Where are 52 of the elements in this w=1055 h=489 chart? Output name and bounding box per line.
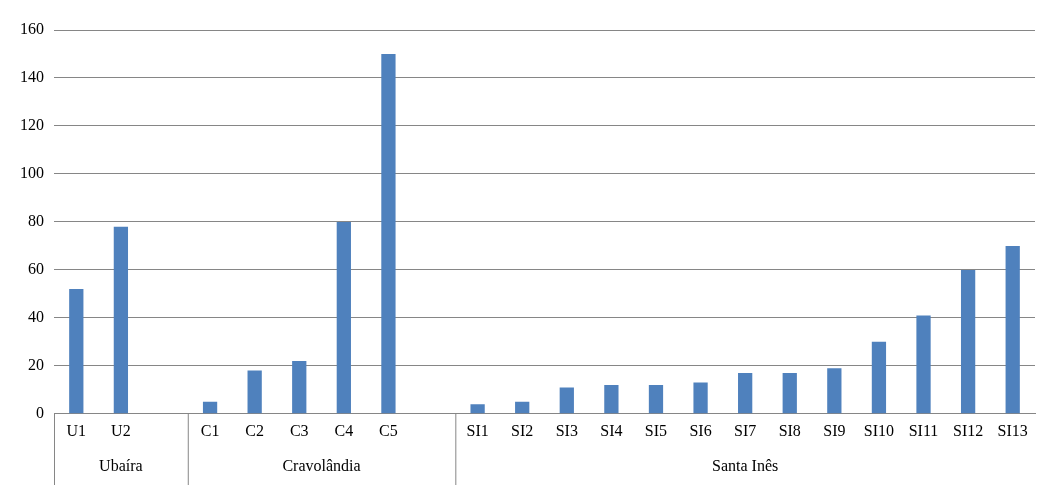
x-tick-label: C4 [334,421,354,439]
bar [827,368,842,414]
bar [292,361,307,414]
bar [916,315,931,414]
x-tick-label: C2 [245,421,264,439]
text: Ubaíra [99,457,143,475]
x-tick-label: C5 [379,421,398,439]
bar [1005,245,1020,414]
bar [782,373,797,414]
bar [113,226,129,414]
x-tick-label: SI6 [689,421,712,439]
bar [336,221,351,414]
text: Santa Inês [712,457,779,475]
x-tick-label: SI7 [734,421,757,439]
y-tick-label: 20 [28,356,44,374]
x-tick-label: SI12 [953,421,984,439]
bar [515,401,530,414]
x-tick-label: SI11 [908,421,939,439]
x-tick-label: SI5 [644,421,668,439]
x-tick-label: SI10 [863,421,895,439]
y-tick-label: 160 [20,20,44,38]
y-tick-label: 60 [28,260,44,278]
x-tick-label: SI8 [778,421,801,439]
bar [693,382,708,414]
bar [247,370,262,414]
x-tick-label: SI3 [555,421,578,439]
bar [871,341,887,414]
bar [470,404,485,414]
x-tick-label: SI2 [511,421,534,439]
x-tick-label: SI13 [997,421,1028,439]
y-tick-label: 100 [20,164,44,182]
x-tick-label: SI9 [823,421,846,439]
bar [648,385,664,414]
x-tick-label: U2 [111,421,131,439]
x-tick-label: U1 [66,421,87,439]
x-tick-label: C3 [289,421,309,439]
text: Cravolândia [282,457,361,475]
x-tick-label: SI1 [466,421,489,439]
bar [381,53,396,414]
y-tick-label: 140 [20,68,44,86]
bar [559,387,574,414]
bar [202,401,218,414]
x-tick-label: C1 [200,421,220,439]
y-tick-label: 0 [36,404,44,421]
x-tick-label: SI4 [600,421,623,439]
bar [604,385,619,414]
y-tick-label: 40 [28,308,44,326]
bar [738,373,753,414]
bar [960,269,976,414]
y-tick-label: 80 [28,212,44,230]
y-tick-label: 120 [20,116,44,134]
bar [69,289,84,414]
